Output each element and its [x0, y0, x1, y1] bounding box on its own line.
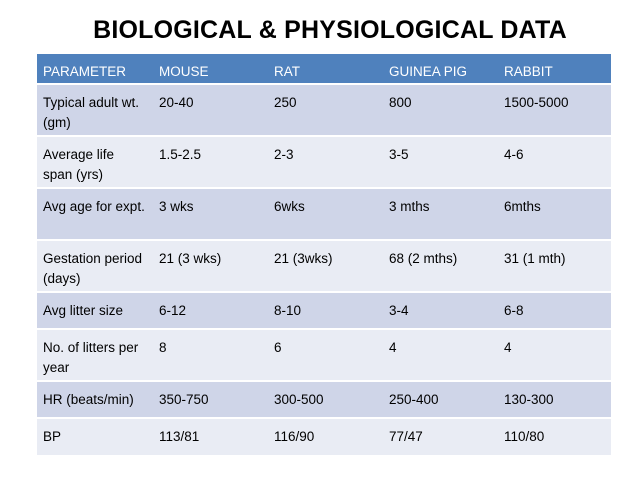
table-cell: 800	[383, 84, 498, 137]
row-label-cell: Typical adult wt. (gm)	[37, 84, 153, 137]
table-cell: 250-400	[383, 381, 498, 419]
row-label-cell: Gestation period (days)	[37, 240, 153, 293]
header-cell-mouse: MOUSE	[153, 54, 268, 85]
table-cell: 6wks	[268, 188, 383, 241]
table-cell: 68 (2 mths)	[383, 240, 498, 293]
table-row: Avg age for expt. 3 wks 6wks 3 mths 6mth…	[37, 188, 611, 241]
table-cell: 3-5	[383, 136, 498, 189]
table-cell: 113/81	[153, 418, 268, 457]
table-cell: 6mths	[498, 188, 611, 241]
slide-title: BIOLOGICAL & PHYSIOLOGICAL DATA	[93, 16, 567, 44]
row-label-cell: HR (beats/min)	[37, 381, 153, 419]
row-label-cell: No. of litters per year	[37, 329, 153, 382]
table-row: Gestation period (days) 21 (3 wks) 21 (3…	[37, 240, 611, 293]
row-label-cell: Avg litter size	[37, 292, 153, 330]
table-cell: 6-12	[153, 292, 268, 330]
table-row: Average life span (yrs) 1.5-2.5 2-3 3-5 …	[37, 136, 611, 189]
table-row: Avg litter size 6-12 8-10 3-4 6-8	[37, 292, 611, 330]
header-cell-guinea-pig: GUINEA PIG	[383, 54, 498, 85]
table-cell: 2-3	[268, 136, 383, 189]
table-cell: 4	[498, 329, 611, 382]
table-cell: 110/80	[498, 418, 611, 457]
table-cell: 130-300	[498, 381, 611, 419]
table-cell: 116/90	[268, 418, 383, 457]
table-cell: 8	[153, 329, 268, 382]
table-cell: 3 wks	[153, 188, 268, 241]
table-cell: 350-750	[153, 381, 268, 419]
table-cell: 3 mths	[383, 188, 498, 241]
table-cell: 6	[268, 329, 383, 382]
table-cell: 21 (3wks)	[268, 240, 383, 293]
header-cell-rabbit: RABBIT	[498, 54, 611, 85]
header-row: PARAMETER MOUSE RAT GUINEA PIG RABBIT	[37, 54, 611, 85]
row-label-cell: Average life span (yrs)	[37, 136, 153, 189]
row-label-cell: Avg age for expt.	[37, 188, 153, 241]
table-cell: 1.5-2.5	[153, 136, 268, 189]
table-row: No. of litters per year 8 6 4 4	[37, 329, 611, 382]
table-cell: 21 (3 wks)	[153, 240, 268, 293]
row-label-cell: BP	[37, 418, 153, 457]
table-row: HR (beats/min) 350-750 300-500 250-400 1…	[37, 381, 611, 419]
table-cell: 1500-5000	[498, 84, 611, 137]
table-cell: 31 (1 mth)	[498, 240, 611, 293]
table-cell: 6-8	[498, 292, 611, 330]
header-cell-rat: RAT	[268, 54, 383, 85]
table-row: BP 113/81 116/90 77/47 110/80	[37, 418, 611, 457]
table-cell: 3-4	[383, 292, 498, 330]
table-cell: 4-6	[498, 136, 611, 189]
header-cell-parameter: PARAMETER	[37, 54, 153, 85]
table-cell: 77/47	[383, 418, 498, 457]
table-cell: 20-40	[153, 84, 268, 137]
table-cell: 4	[383, 329, 498, 382]
table-cell: 250	[268, 84, 383, 137]
table-cell: 8-10	[268, 292, 383, 330]
data-table: PARAMETER MOUSE RAT GUINEA PIG RABBIT Ty…	[37, 54, 611, 457]
table-row: Typical adult wt. (gm) 20-40 250 800 150…	[37, 84, 611, 137]
table-cell: 300-500	[268, 381, 383, 419]
